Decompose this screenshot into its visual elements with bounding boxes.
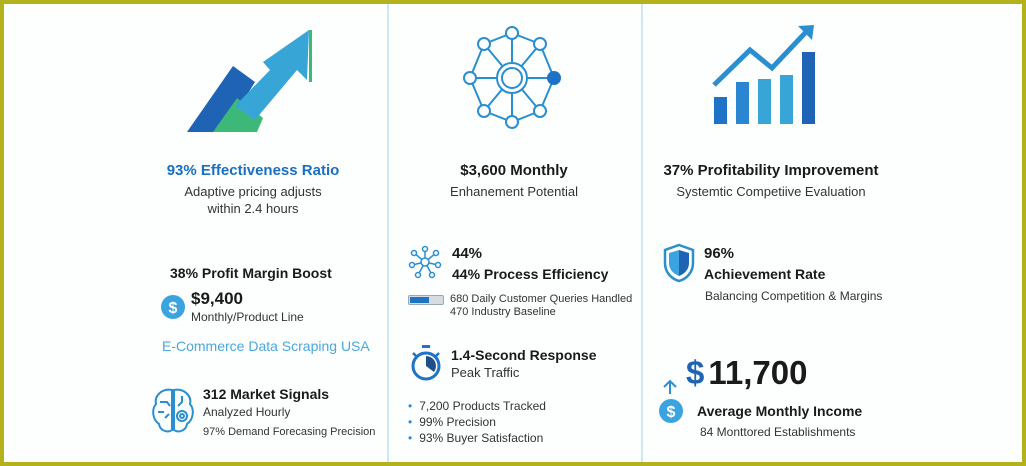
forecasting-note: 97% Demand Forecasing Precision — [203, 426, 376, 438]
effectiveness-sub: Adaptive pricing adjusts — [184, 184, 322, 199]
achievement-pct: 96% — [704, 245, 735, 262]
efficiency-progress-bar — [408, 295, 444, 305]
profit-boost: 38% Profit Margin Boost — [170, 265, 332, 281]
stopwatch-icon — [411, 345, 441, 381]
monthly-sub: Enhanement Potential — [450, 184, 578, 199]
dollar-icon: $ — [161, 295, 185, 319]
network-small-icon — [408, 245, 442, 279]
amount-label: Monthly/Product Line — [191, 310, 304, 324]
response-sub: Peak Traffic — [451, 365, 520, 380]
market-signals: 312 Market Signals — [203, 386, 330, 402]
brain-gear-icon — [152, 388, 194, 433]
response-time: 1.4-Second Response — [451, 347, 597, 363]
achievement-sub: Balancing Competition & Margins — [705, 289, 883, 303]
list-item: • 7,200 Products Tracked — [408, 399, 546, 413]
queries-handled: 680 Daily Customer Queries Handled — [450, 293, 633, 305]
service-link[interactable]: E-Commerce Data Scraping USA — [162, 338, 370, 354]
shield-icon — [663, 243, 695, 283]
effectiveness-sub: within 2.4 hours — [207, 201, 299, 216]
income-label: Average Monthly Income — [697, 403, 863, 419]
svg-text:$: $ — [667, 404, 676, 421]
divider — [641, 4, 643, 462]
income-up-dollar-icon: $ — [659, 379, 683, 423]
achievement-rate: Achievement Rate — [704, 266, 826, 282]
industry-baseline: 470 Industry Baseline — [450, 306, 556, 318]
effectiveness-headline: 93% Effectiveness Ratio — [166, 162, 340, 179]
divider — [387, 4, 389, 462]
trending-arrow-icon — [187, 30, 312, 132]
list-item: • 99% Precision — [408, 415, 496, 429]
profitability-headline: 37% Profitability Improvement — [663, 162, 879, 179]
income-value: $11,700 — [686, 354, 808, 391]
profitability-sub: Systemtic Competiive Evaluation — [676, 184, 866, 199]
efficiency-pct: 44% — [452, 245, 483, 262]
list-item: • 93% Buyer Satisfaction — [408, 431, 544, 445]
svg-text:$: $ — [169, 300, 178, 317]
amount: $9,400 — [191, 289, 243, 308]
monthly-headline: $3,600 Monthly — [460, 162, 568, 179]
stats-list: • 7,200 Products Tracked • 99% Precision •… — [408, 399, 546, 447]
process-efficiency: 44% Process Efficiency — [452, 266, 609, 282]
market-signals-sub: Analyzed Hourly — [203, 405, 291, 419]
income-sub: 84 Monttored Establishments — [700, 425, 856, 439]
bar-chart-growth-icon — [712, 25, 815, 124]
network-hub-icon — [463, 26, 561, 129]
